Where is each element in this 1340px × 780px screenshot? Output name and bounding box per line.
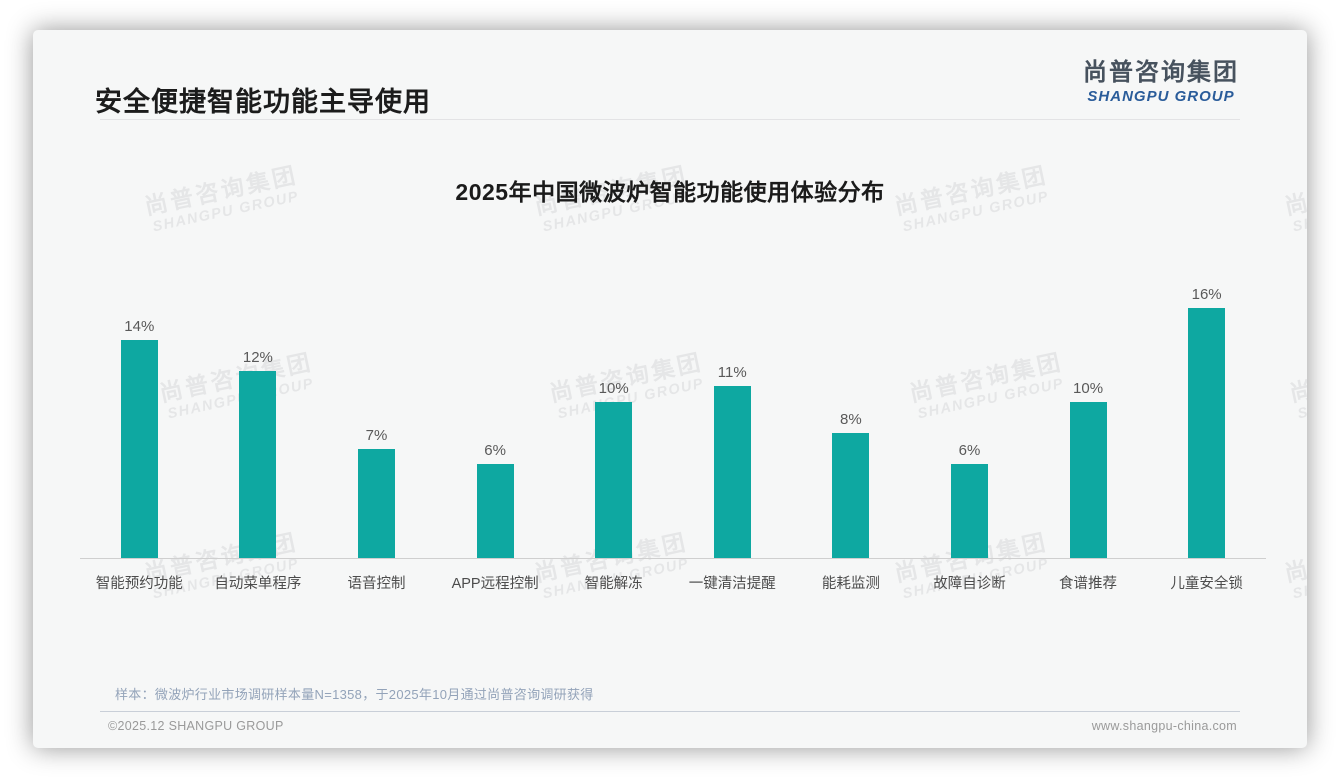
bar-column: 7%	[317, 258, 436, 558]
bar	[476, 464, 514, 558]
bar-column: 11%	[673, 258, 792, 558]
category-label: 食谱推荐	[1059, 576, 1118, 592]
logo-english-text: SHANGPU GROUP	[1087, 88, 1235, 105]
watermark-english-text: SHANGPU GROUP	[1296, 376, 1307, 423]
bar-value-label: 16%	[1191, 286, 1222, 304]
watermark-chinese-text: 尚普咨询集团	[1282, 528, 1307, 587]
bar-value-label: 10%	[1073, 380, 1104, 397]
bar-value-label: 8%	[840, 411, 862, 429]
bar	[357, 448, 395, 558]
category-label: 智能解冻	[584, 576, 643, 592]
category-label: APP远程控制	[451, 576, 539, 592]
bar-value-label: 6%	[484, 442, 506, 460]
category-label: 故障自诊断	[933, 576, 1006, 592]
bar	[120, 339, 158, 558]
bar-value-label: 11%	[717, 364, 747, 382]
footer-divider	[100, 711, 1240, 712]
category-label: 儿童安全锁	[1170, 576, 1243, 592]
category-label: 一键清洁提醒	[688, 576, 776, 592]
bar	[595, 402, 633, 558]
bar	[1188, 308, 1226, 558]
chart-title: 2025年中国微波炉智能功能使用体验分布	[455, 179, 885, 205]
bar-column: 12%	[199, 258, 318, 558]
title-divider	[100, 119, 1240, 120]
bar-value-label: 6%	[958, 442, 981, 460]
bar-column: 14%	[80, 258, 199, 558]
bar-column: 10%	[1029, 258, 1148, 558]
bar-chart: 14% 12% 7% 6% 10% 11% 8% 6% 10% 16%	[80, 258, 1266, 559]
category-label: 能耗监测	[821, 576, 880, 592]
bar-column: 8%	[792, 258, 911, 558]
bar-chart-category-axis: 智能预约功能 自动菜单程序 语音控制 APP远程控制 智能解冻 一键清洁提醒 能耗监测 故障自…	[80, 559, 1266, 593]
bar-column: 6%	[436, 258, 555, 558]
bar	[239, 370, 277, 558]
bar-value-label: 10%	[598, 380, 629, 397]
bar-value-label: 12%	[242, 348, 273, 366]
company-logo: 尚普咨询集团 SHANGPU GROUP	[1083, 59, 1239, 106]
category-label: 语音控制	[347, 576, 406, 592]
category-label: 智能预约功能	[95, 576, 183, 592]
watermark-chinese-text: 尚普咨询集团	[1287, 348, 1307, 407]
page-title: 安全便捷智能功能主导使用	[95, 87, 431, 117]
website-url: www.shangpu-china.com	[1091, 719, 1237, 733]
bar-column: 16%	[1147, 258, 1266, 558]
bar	[1069, 402, 1107, 558]
bar	[713, 386, 751, 558]
bar-column: 10%	[554, 258, 673, 558]
category-label: 自动菜单程序	[214, 576, 302, 592]
page-footer: ©2025.12 SHANGPU GROUP www.shangpu-china…	[108, 719, 1237, 733]
bar-value-label: 14%	[124, 317, 155, 335]
source-note: 样本：微波炉行业市场调研样本量N=1358，于2025年10月通过尚普咨询调研获…	[115, 687, 594, 702]
bar	[832, 433, 870, 558]
bar-value-label: 7%	[365, 426, 388, 444]
bar	[950, 464, 988, 558]
copyright-text: ©2025.12 SHANGPU GROUP	[108, 719, 284, 733]
bar-column: 6%	[910, 258, 1029, 558]
slide-card: 尚普咨询集团 SHANGPU GROUP 尚普咨询集团 SHANGPU GROUP 尚普…	[33, 30, 1307, 748]
logo-chinese-text: 尚普咨询集团	[1083, 59, 1239, 86]
watermark-english-text: SHANGPU GROUP	[1291, 556, 1307, 603]
